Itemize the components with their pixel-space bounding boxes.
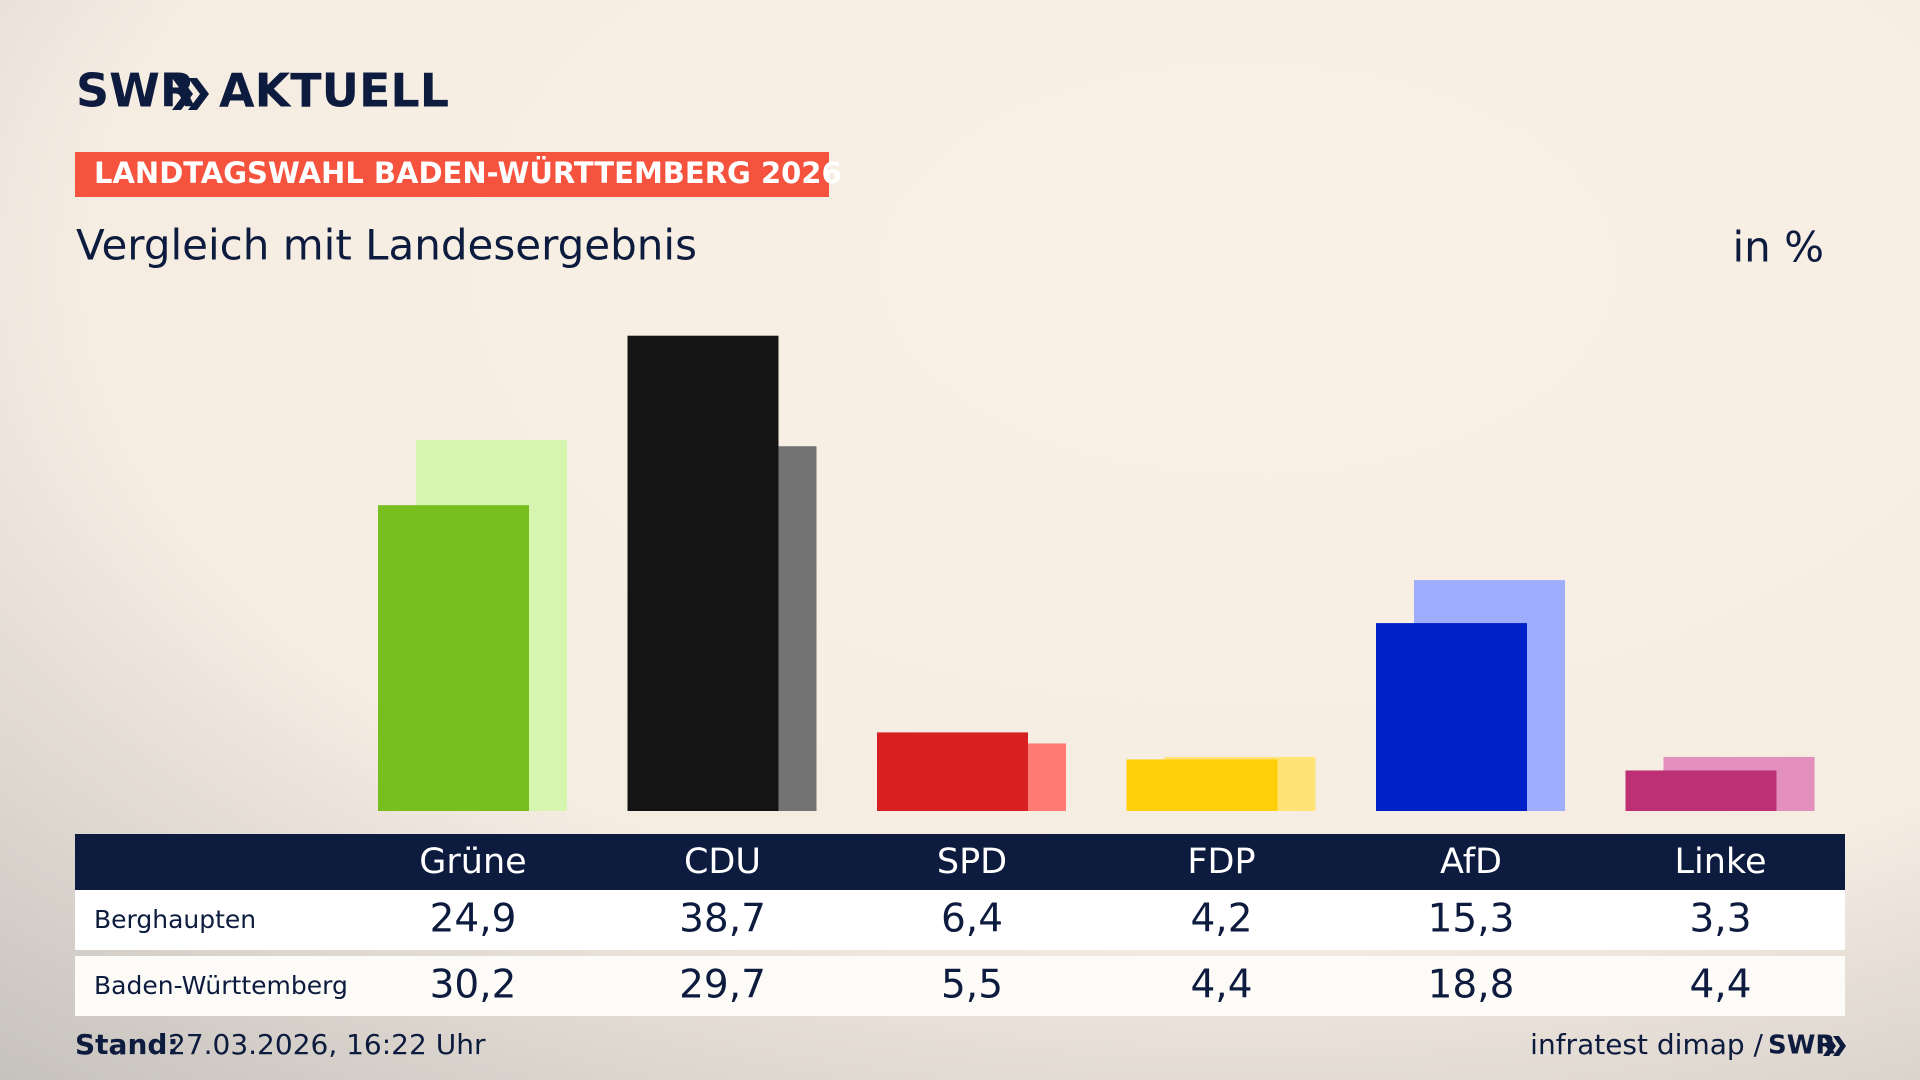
bar — [1376, 623, 1527, 811]
row-label: Baden-Württemberg — [94, 971, 348, 1000]
bar — [627, 335, 779, 811]
value-label: 4,2 — [1190, 897, 1252, 942]
column-header: Grüne — [419, 842, 526, 882]
column-header: Linke — [1675, 842, 1767, 882]
column-header: FDP — [1187, 842, 1255, 882]
bar — [1126, 759, 1278, 811]
bar — [378, 505, 529, 811]
value-label: 18,8 — [1428, 963, 1515, 1008]
stand-label: Stand: — [75, 1028, 179, 1061]
value-label: 3,3 — [1689, 897, 1751, 942]
bar — [1625, 770, 1777, 811]
banner-box — [75, 152, 829, 197]
bar — [877, 732, 1028, 811]
stand: 27.03.2026, 16:22 Uhr — [168, 1028, 486, 1061]
banner: LANDTAGSWAHL BADEN-WÜRTTEMBERG 2026 — [94, 156, 842, 190]
column-header: CDU — [684, 842, 761, 882]
table-header — [75, 834, 1845, 890]
value-label: 5,5 — [941, 963, 1003, 1008]
unit-label: in % — [1732, 223, 1824, 272]
value-label: 15,3 — [1428, 897, 1515, 942]
value-label: 4,4 — [1689, 963, 1751, 1008]
value-label: 24,9 — [430, 897, 517, 942]
value-label: 30,2 — [430, 963, 517, 1008]
value-label: 29,7 — [679, 963, 766, 1008]
value-label: 38,7 — [679, 897, 766, 942]
content: SWR AKTUELL LANDTAGSWAHL BADEN-WÜRTTEMBE… — [75, 64, 1846, 1061]
chart-title: Vergleich mit Landesergebnis — [76, 221, 697, 270]
brand-product: AKTUELL — [219, 64, 449, 118]
source-chevrons — [1823, 1036, 1846, 1056]
value-label: 4,4 — [1190, 963, 1252, 1008]
column-header: SPD — [937, 842, 1007, 882]
table-row — [75, 956, 1845, 1016]
column-header: AfD — [1440, 842, 1502, 882]
source: infratest dimap / — [1530, 1028, 1763, 1061]
value-label: 6,4 — [941, 897, 1003, 942]
row-label: Berghaupten — [94, 905, 256, 934]
table-row — [75, 890, 1845, 950]
brand-chevrons — [172, 78, 209, 110]
